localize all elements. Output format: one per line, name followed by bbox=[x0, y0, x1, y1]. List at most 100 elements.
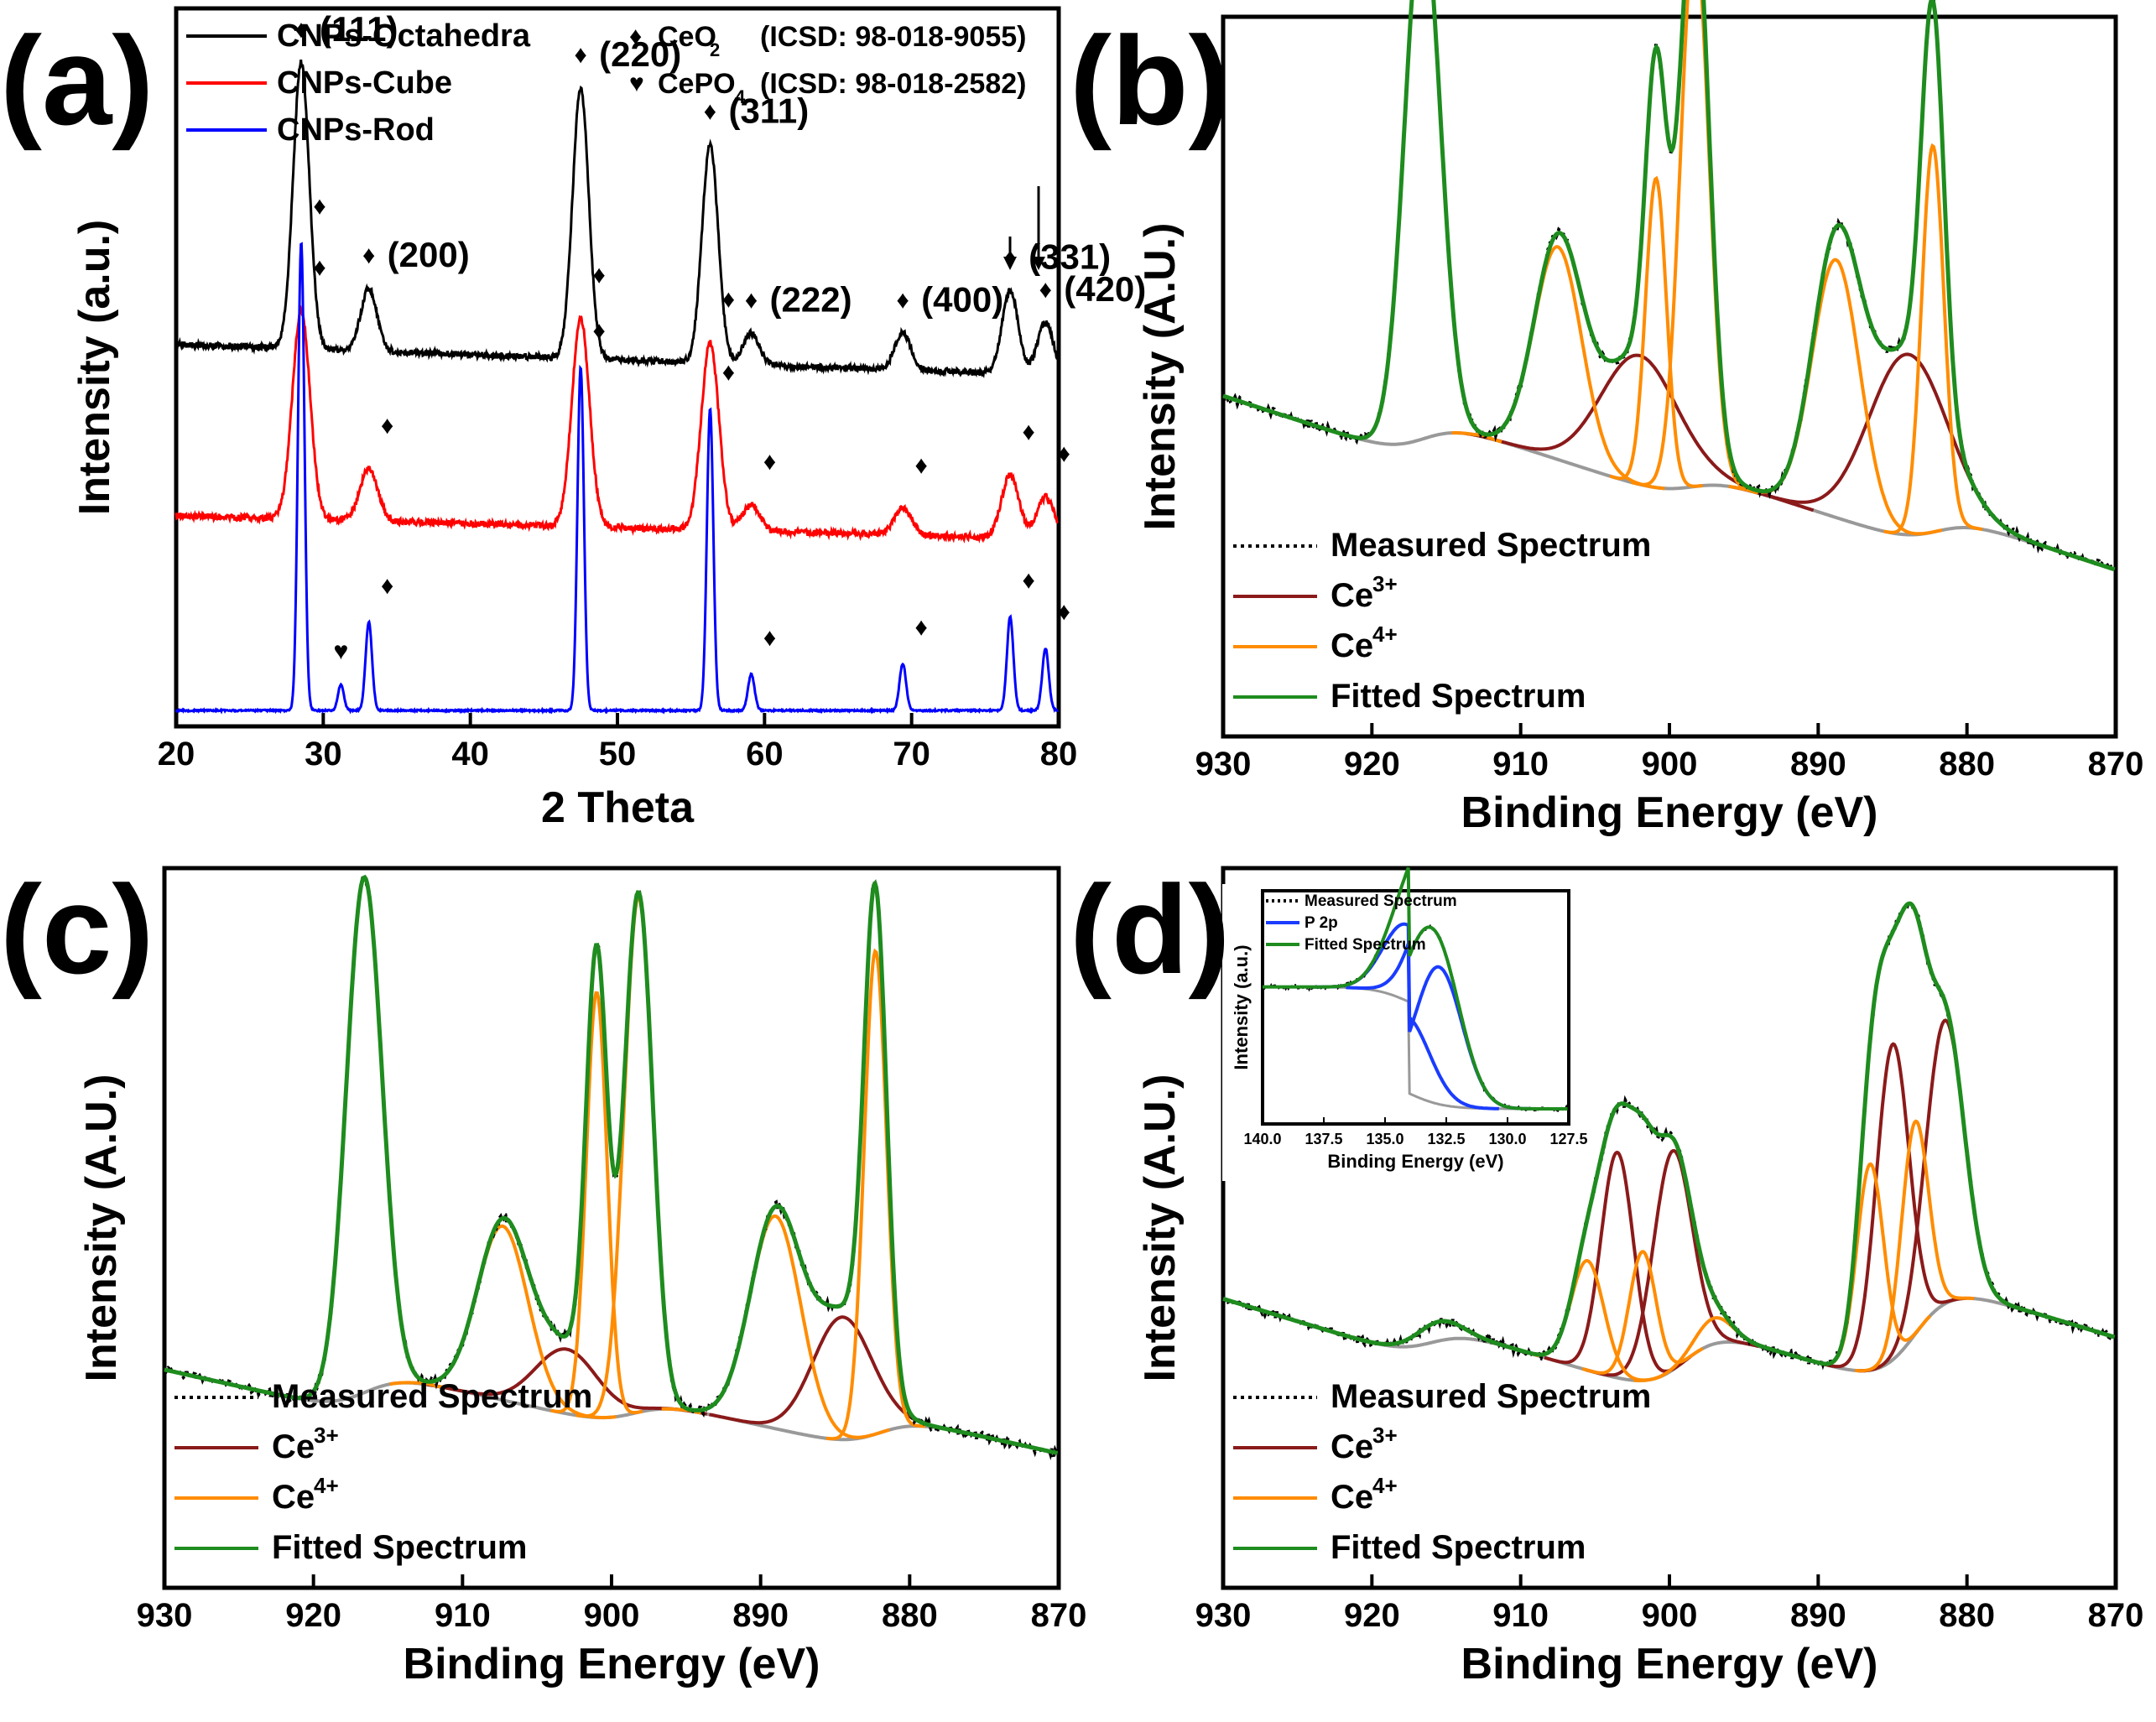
peak-label: (331) bbox=[1029, 237, 1111, 276]
phase-marker-ceo2: ♦ bbox=[381, 412, 393, 440]
inset-background bbox=[1222, 884, 1575, 1181]
legend-superscript: 3+ bbox=[1372, 571, 1398, 596]
peak-label: (400) bbox=[921, 280, 1003, 320]
phase-marker-ceo2: ♦ bbox=[763, 624, 776, 652]
component-peak-ce3 bbox=[1544, 1150, 1692, 1373]
legend-superscript: 4+ bbox=[314, 1473, 339, 1498]
phase-marker-ceo2: ♦ bbox=[362, 242, 375, 269]
legend-label: Ce bbox=[1331, 1479, 1373, 1516]
x-tick-label: 880 bbox=[1939, 1597, 1995, 1634]
x-tick-label: 920 bbox=[1344, 1597, 1400, 1634]
legend-label: Ce bbox=[1331, 1428, 1373, 1465]
phase-marker-ceo2: ♦ bbox=[1022, 567, 1034, 595]
phase-legend-reference: (ICSD: 98-018-2582) bbox=[760, 68, 1026, 100]
component-peak-ce4 bbox=[825, 948, 926, 1441]
legend-label: CNPs-Octahedra bbox=[277, 18, 531, 54]
inset-legend-label: Measured Spectrum bbox=[1305, 892, 1457, 910]
phase-legend-reference: (ICSD: 98-018-9055) bbox=[760, 21, 1026, 53]
phase-marker-ceo2: ♦ bbox=[593, 262, 606, 289]
phase-marker-ceo2: ♦ bbox=[914, 613, 927, 641]
component-peak-ce3 bbox=[1733, 352, 2082, 560]
phase-marker-ceo2: ♦ bbox=[1058, 440, 1070, 468]
series-line-cnps-octahedra bbox=[174, 60, 1060, 378]
y-axis-label: Intensity (a.u.) bbox=[70, 220, 119, 515]
x-tick-label: 870 bbox=[2088, 746, 2144, 783]
inset-fitted-line bbox=[1263, 866, 1568, 1111]
panel-c: 930 920 910 900 890 880 870 Binding Energy (eV)… bbox=[0, 859, 1086, 1688]
component-peak-ce4 bbox=[1341, 0, 1502, 444]
component-peak-ce4 bbox=[283, 875, 445, 1400]
phase-marker-cepo4: ♥ bbox=[333, 637, 348, 665]
phase-marker-ceo2: ♦ bbox=[313, 192, 325, 220]
x-axis-label: Binding Energy (eV) bbox=[1327, 1151, 1503, 1172]
component-peak-ce4 bbox=[1338, 1319, 1539, 1358]
x-tick-label: 880 bbox=[1939, 746, 1995, 783]
phase-marker-ceo2: ♦ bbox=[896, 287, 909, 315]
peak-label: (220) bbox=[599, 34, 681, 74]
panel-label: (d) bbox=[1070, 859, 1231, 1000]
x-tick-label: 30 bbox=[305, 736, 342, 773]
x-tick-label: 60 bbox=[746, 736, 784, 773]
x-tick-label: 920 bbox=[285, 1597, 341, 1634]
x-tick-label: 900 bbox=[584, 1597, 640, 1634]
phase-marker-ceo2: ♦ bbox=[294, 16, 307, 44]
peak-label: (222) bbox=[770, 280, 852, 320]
y-axis-label: Intensity (A.U.) bbox=[1136, 1074, 1185, 1382]
fitted-spectrum-line bbox=[1222, 901, 2116, 1366]
phase-marker-ceo2: ♦ bbox=[914, 452, 927, 480]
legend-label: Fitted Spectrum bbox=[1331, 1529, 1586, 1566]
component-peak-ce3 bbox=[426, 1347, 707, 1416]
x-tick-label: 20 bbox=[158, 736, 195, 773]
background-curve bbox=[1222, 394, 2116, 571]
phase-marker-ceo2: ♦ bbox=[593, 317, 606, 345]
x-tick-label: 132.5 bbox=[1427, 1131, 1465, 1147]
x-tick-label: 870 bbox=[1031, 1597, 1087, 1634]
x-tick-label: 135.0 bbox=[1366, 1131, 1403, 1147]
x-axis-label: 2 Theta bbox=[541, 783, 695, 832]
x-tick-label: 930 bbox=[1195, 1597, 1252, 1634]
phase-marker-ceo2: ♦ bbox=[381, 572, 393, 600]
x-tick-label: 130.0 bbox=[1488, 1131, 1526, 1147]
x-tick-label: 890 bbox=[1790, 1597, 1846, 1634]
x-tick-label: 70 bbox=[893, 736, 930, 773]
peak-label: (420) bbox=[1064, 269, 1146, 309]
legend-superscript: 3+ bbox=[1372, 1423, 1398, 1448]
legend-label: Ce bbox=[272, 1479, 315, 1516]
y-axis-label: Intensity (a.u.) bbox=[1231, 944, 1252, 1069]
legend-superscript: 3+ bbox=[314, 1423, 339, 1448]
fitted-spectrum-line bbox=[1222, 0, 2116, 572]
phase-marker-ceo2: ♦ bbox=[745, 287, 758, 315]
peak-label: (200) bbox=[388, 235, 470, 274]
component-peak-ce4 bbox=[1855, 1119, 1975, 1373]
x-tick-label: 910 bbox=[1492, 1597, 1549, 1634]
legend-label: Measured Spectrum bbox=[272, 1378, 592, 1415]
legend-superscript: 4+ bbox=[1372, 622, 1398, 647]
x-tick-label: 870 bbox=[2088, 1597, 2144, 1634]
x-axis-label: Binding Energy (eV) bbox=[1461, 1640, 1878, 1688]
legend-label: Measured Spectrum bbox=[1331, 527, 1651, 564]
phase-marker-ceo2: ♦ bbox=[722, 359, 735, 387]
y-axis-label: Intensity (A.U.) bbox=[1136, 223, 1185, 531]
series-line-cnps-cube bbox=[174, 304, 1059, 544]
panel-b: 930 920 910 900 890 880 870 Binding Energy (eV)… bbox=[1070, 0, 2143, 837]
x-tick-label: 930 bbox=[137, 1597, 193, 1634]
x-axis-label: Binding Energy (eV) bbox=[404, 1640, 820, 1688]
measured-spectrum-line bbox=[1222, 0, 2116, 571]
phase-marker-ceo2: ♦ bbox=[313, 254, 325, 282]
x-tick-label: 137.5 bbox=[1305, 1131, 1342, 1147]
phase-marker-ceo2: ♦ bbox=[704, 98, 716, 126]
peak-label: (311) bbox=[728, 91, 809, 131]
x-tick-label: 127.5 bbox=[1549, 1131, 1587, 1147]
fitted-spectrum-line bbox=[164, 874, 1059, 1455]
panel-a: 20 30 40 50 60 70 80 2 Theta Intensity (a.u.) ♦ (1… bbox=[0, 6, 1146, 832]
inset-legend-label: Fitted Spectrum bbox=[1305, 936, 1426, 954]
legend-label: CNPs-Cube bbox=[277, 65, 452, 101]
phase-legend-subscript: 4 bbox=[735, 86, 746, 107]
phase-marker-ceo2: ♦ bbox=[1058, 598, 1070, 626]
component-peak-ce4 bbox=[1581, 1250, 1704, 1375]
component-peak-ce4 bbox=[550, 991, 643, 1415]
x-tick-label: 80 bbox=[1040, 736, 1078, 773]
legend-label: Ce bbox=[272, 1428, 315, 1465]
panel-label: (c) bbox=[0, 859, 154, 1000]
legend-label: Fitted Spectrum bbox=[272, 1529, 527, 1566]
